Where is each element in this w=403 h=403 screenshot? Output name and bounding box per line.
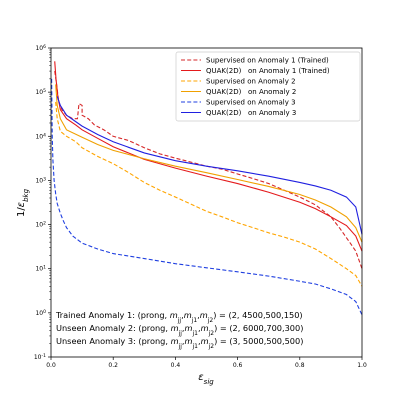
x-tick-label: 0.8 [295, 362, 305, 369]
legend-entry: QUAK(2D) on Anomaly 3 [206, 109, 296, 117]
series-line-1 [54, 71, 363, 269]
legend-entry: Supervised on Anomaly 3 [206, 99, 296, 107]
y-axis-label: 1/εbkg [16, 188, 30, 217]
series-line-2 [54, 61, 363, 252]
y-tick-label: 106 [35, 44, 46, 53]
legend-entry: QUAK(2D) on Anomaly 2 [206, 88, 296, 96]
legend: Supervised on Anomaly 1 (Trained) QUAK(2D… [175, 51, 361, 122]
legend-frame [175, 51, 361, 122]
legend-entry: Supervised on Anomaly 1 (Trained) [206, 57, 329, 65]
x-tick-label: 0.6 [233, 362, 243, 369]
annotation-block: Trained Anomaly 1: (prong, mjj,mj1,mj2) … [55, 310, 303, 350]
series-line-3 [55, 101, 363, 287]
series-line-4 [55, 84, 363, 243]
series-line-6 [56, 96, 363, 235]
annotation-3: Unseen Anomaly 3: (prong, mjj,mj1,mj2) =… [56, 336, 303, 350]
series-line-5 [51, 78, 363, 316]
axes-frame [50, 47, 363, 358]
plot-area [51, 61, 363, 316]
y-tick-label: 105 [35, 88, 46, 97]
y-tick-label: 100 [35, 308, 46, 317]
x-axis-label: εsig [198, 372, 214, 386]
annotation-1: Trained Anomaly 1: (prong, mjj,mj1,mj2) … [55, 310, 303, 324]
annotation-2: Unseen Anomaly 2: (prong, mjj,mj1,mj2) =… [56, 323, 303, 337]
y-tick-label: 101 [35, 264, 46, 273]
x-tick-label: 1.0 [357, 362, 367, 369]
x-tick-label: 0.0 [46, 362, 56, 369]
y-tick-label: 103 [35, 176, 46, 185]
legend-entry: Supervised on Anomaly 2 [206, 78, 296, 86]
x-tick-label: 0.2 [108, 362, 118, 369]
y-tick-label: 102 [35, 220, 46, 229]
y-tick-label: 104 [35, 132, 46, 141]
y-tick-label: 10-1 [34, 353, 46, 362]
axis-ticks: 0.0 0.2 0.4 0.6 0.8 1.0 10-1 100 101 102 103 104 105… [34, 44, 367, 370]
x-tick-label: 0.4 [171, 362, 181, 369]
legend-entry: QUAK(2D) on Anomaly 1 (Trained) [206, 67, 330, 75]
